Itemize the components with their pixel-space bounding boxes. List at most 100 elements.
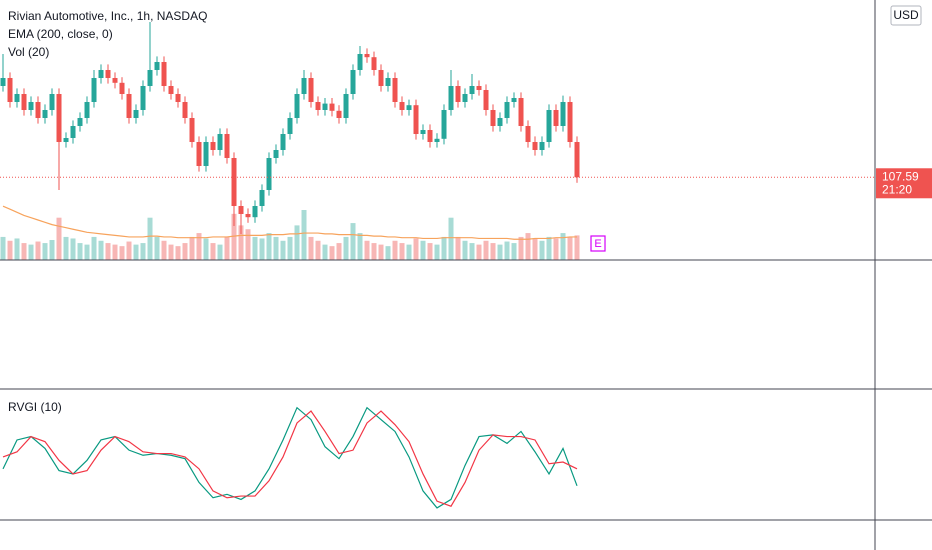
candle-body — [98, 70, 104, 78]
candle-body — [469, 86, 475, 94]
candle-body — [490, 110, 496, 126]
candle-body — [42, 110, 48, 118]
candle-body — [567, 102, 573, 142]
candle-body — [63, 138, 69, 142]
volume-bar — [182, 243, 188, 260]
candle-body — [574, 142, 580, 178]
candle-body — [105, 70, 111, 78]
volume-bar — [63, 236, 69, 260]
candle-body — [210, 142, 216, 150]
volume-bar — [49, 240, 55, 260]
candle-body — [504, 102, 510, 118]
volume-bar — [455, 236, 461, 260]
candle-body — [252, 206, 258, 218]
volume-bar — [294, 225, 300, 260]
volume-bar — [56, 217, 62, 260]
candle-body — [532, 142, 538, 150]
currency[interactable]: USD — [893, 8, 919, 22]
volume-bar — [504, 241, 510, 260]
volume-bar — [476, 244, 482, 260]
volume-bar — [560, 233, 566, 260]
volume-bar — [490, 243, 496, 260]
volume-bar — [441, 236, 447, 260]
currency-box[interactable] — [890, 5, 922, 26]
marks — [0, 22, 875, 509]
volume-bar — [140, 243, 146, 260]
candle-body — [273, 150, 279, 158]
volume-bar — [315, 240, 321, 260]
volume-bar — [91, 236, 97, 260]
event-marker — [590, 235, 606, 252]
candle-body — [203, 142, 209, 166]
volume-bar — [210, 243, 216, 260]
candle-body — [427, 130, 433, 142]
candle-body — [266, 158, 272, 190]
volume-bar — [231, 213, 237, 260]
volume-bar — [525, 233, 531, 260]
candle-body — [245, 214, 251, 218]
candle-body — [154, 62, 160, 70]
volume-bar — [322, 244, 328, 260]
volume-bar — [364, 240, 370, 260]
volume-ma-line — [2, 205, 578, 240]
volume-bar — [28, 244, 34, 260]
indicator-label: Vol (20) — [8, 45, 49, 59]
volume-bar — [287, 236, 293, 260]
volume-bar — [35, 241, 41, 260]
candle-body — [385, 78, 391, 86]
volume-bar — [378, 244, 384, 260]
candle-body — [399, 102, 405, 110]
volume-bar — [98, 240, 104, 260]
candle-body — [434, 138, 440, 142]
volume-bar — [385, 246, 391, 260]
candle-body — [84, 102, 90, 118]
candle-body — [364, 54, 370, 58]
candle-body — [70, 126, 76, 138]
volume-bar — [427, 243, 433, 260]
volume-bar — [329, 246, 335, 260]
candle-body — [448, 86, 454, 110]
volume-bar — [350, 223, 356, 260]
volume-bar — [77, 243, 83, 260]
candle-body — [539, 142, 545, 150]
rvgi-line — [2, 410, 578, 507]
candle-body — [189, 118, 195, 142]
volume-bar — [21, 243, 27, 260]
volume-bar — [336, 243, 342, 260]
volume-bar — [308, 236, 314, 260]
candle-body — [140, 86, 146, 110]
volume-bar — [273, 236, 279, 260]
volume-bar — [203, 238, 209, 260]
candle-body — [238, 206, 244, 214]
volume-bar — [0, 236, 6, 260]
candle-body — [406, 105, 412, 110]
candle-body — [329, 103, 335, 111]
candle-body — [7, 78, 13, 102]
volume-bar — [399, 243, 405, 260]
volume-bar — [161, 240, 167, 260]
volume-bar — [511, 243, 517, 260]
volume-bar — [238, 225, 244, 260]
volume-bar — [154, 236, 160, 260]
volume-bar — [448, 217, 454, 260]
candle-body — [112, 78, 118, 83]
volume-bar — [259, 238, 265, 260]
volume-bar — [7, 240, 13, 260]
volume-bar — [266, 233, 272, 260]
volume-bar — [112, 244, 118, 260]
volume-bar — [420, 240, 426, 260]
candle-body — [28, 102, 34, 110]
candle-body — [91, 78, 97, 102]
volume-bar — [357, 233, 363, 260]
candle-body — [168, 86, 174, 94]
candle-body — [392, 78, 398, 102]
candle-body — [14, 94, 20, 102]
volume-bar — [175, 246, 181, 260]
candle-body — [441, 110, 447, 139]
volume-bar — [70, 238, 76, 260]
volume-bar — [42, 243, 48, 260]
bar-countdown: 21:20 — [882, 182, 912, 196]
candle-body — [0, 78, 6, 86]
candle-body — [147, 70, 153, 86]
